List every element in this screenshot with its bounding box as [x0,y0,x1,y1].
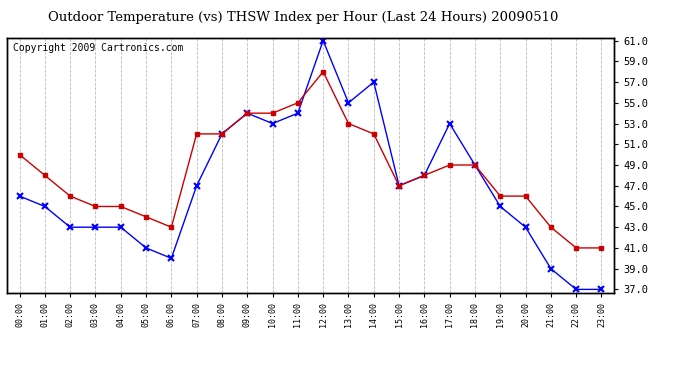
Text: Outdoor Temperature (vs) THSW Index per Hour (Last 24 Hours) 20090510: Outdoor Temperature (vs) THSW Index per … [48,11,559,24]
Text: Copyright 2009 Cartronics.com: Copyright 2009 Cartronics.com [13,43,184,52]
